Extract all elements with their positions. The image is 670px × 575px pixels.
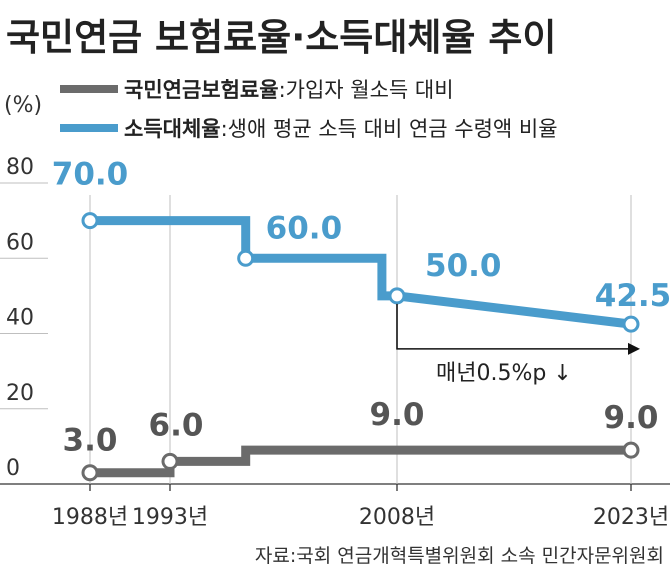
series-1-marker-1993 [161,452,179,470]
label-layer: 70.0 60.0 50.0 42.5 3.0 6.0 9.0 9.0 [52,157,670,459]
grid-layer [0,182,670,485]
y-unit-label: (%) [4,93,42,118]
y-tick-label-0: 0 [6,456,20,481]
x-tick-label-2023: 2023년 [593,505,669,530]
x-tick-label-1993: 1993년 [132,505,208,530]
series-1-marker-2023 [622,441,640,459]
x-tick-label-1988: 1988년 [52,505,128,530]
series-0-label-1998: 60.0 [266,210,343,246]
series-line-0 [90,216,632,329]
legend-name-replacement: 소득대체율 [124,117,221,141]
series-0-marker-1998 [237,249,255,267]
annotation-layer [396,303,640,355]
series-0-label-2008: 50.0 [425,248,502,284]
annotation-text: 매년0.5%p ↓ [436,361,572,386]
annotation-arrow-line [396,303,630,350]
x-tick-label-2008: 2008년 [359,505,435,530]
series-1-label-1988: 3.0 [63,423,118,459]
source-note: 자료:국회 연금개혁특별위원회 소속 민간자문위원회 [255,545,664,567]
annotation-arrow-head [628,342,640,355]
y-tick-label-60: 60 [6,230,34,255]
legend-name-premium: 국민연금보험료율 [124,78,279,102]
y-tick-label-40: 40 [6,306,34,331]
series-1-label-1993: 6.0 [149,407,204,443]
legend-desc-premium: :가입자 월소득 대비 [279,78,454,102]
legend: 국민연금보험료율:가입자 월소득 대비 소득대체율:생애 평균 소득 대비 연금… [60,78,558,141]
legend-entry-replacement: 소득대체율:생애 평균 소득 대비 연금 수령액 비율 [124,117,558,141]
tick-layer: 0 20 40 60 80 1988년 1993년 2008년 2023년 [6,155,669,530]
series-1-extra-label-2008: 9.0 [370,397,425,433]
legend-entry-premium: 국민연금보험료율:가입자 월소득 대비 [124,78,454,102]
chart-title: 국민연금 보험료율·소득대체율 추이 [6,16,556,59]
series-1-label-2023: 9.0 [604,400,659,436]
series-0-marker-1988 [81,212,99,230]
series-0-label-1988: 70.0 [52,157,129,193]
series-0-label-2023: 42.5 [595,278,670,314]
series-1-marker-1988 [81,464,99,482]
series-0-marker-2008 [388,287,406,305]
y-tick-label-20: 20 [6,381,34,406]
y-tick-label-80: 80 [6,155,34,180]
legend-desc-replacement: :생애 평균 소득 대비 연금 수령액 비율 [221,117,558,141]
series-line-1 [90,445,631,478]
series-layer [81,212,640,482]
series-0-marker-2023 [622,315,640,333]
